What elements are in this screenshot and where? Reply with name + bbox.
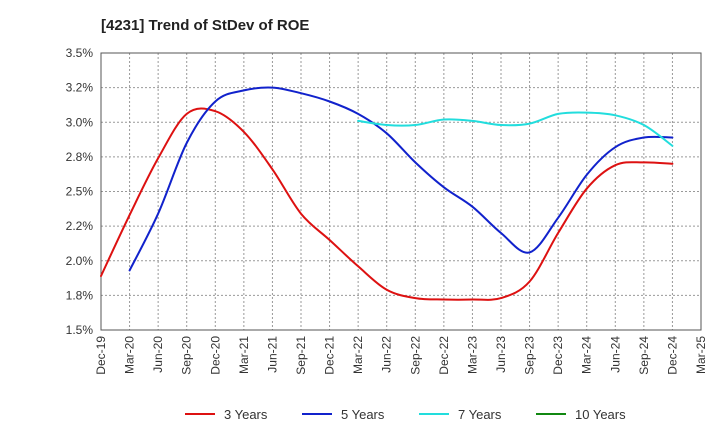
y-tick-label: 3.5% — [66, 46, 94, 60]
x-tick-label: Sep-24 — [637, 336, 651, 375]
x-tick-label: Jun-22 — [380, 336, 394, 373]
series-lines — [100, 86, 674, 301]
x-tick-label: Sep-22 — [408, 336, 422, 375]
x-tick-label: Jun-20 — [151, 336, 165, 373]
x-tick-label: Jun-24 — [608, 336, 622, 373]
x-tick-label: Sep-23 — [523, 336, 537, 375]
y-tick-label: 2.0% — [66, 254, 94, 268]
legend-label-3-years: 3 Years — [224, 407, 268, 422]
x-tick-label: Dec-21 — [323, 336, 337, 375]
legend-label-7-years: 7 Years — [458, 407, 502, 422]
grid — [100, 52, 702, 331]
x-tick-label: Dec-19 — [94, 336, 108, 375]
x-tick-label: Dec-22 — [437, 336, 451, 375]
x-tick-label: Sep-21 — [294, 336, 308, 375]
x-tick-label: Jun-21 — [265, 336, 279, 373]
x-tick-label: Mar-25 — [694, 336, 708, 374]
y-tick-label: 2.5% — [66, 185, 94, 199]
x-tick-label: Mar-21 — [237, 336, 251, 374]
chart-title: [4231] Trend of StDev of ROE — [101, 17, 309, 34]
y-tick-label: 2.2% — [66, 219, 94, 233]
y-tick-label: 1.8% — [66, 288, 94, 302]
legend-label-10-years: 10 Years — [575, 407, 626, 422]
legend-label-5-years: 5 Years — [341, 407, 385, 422]
series-line-7-years — [357, 111, 674, 147]
x-tick-label: Mar-23 — [465, 336, 479, 374]
series-line-3-years — [100, 107, 674, 301]
x-tick-label: Mar-24 — [580, 336, 594, 374]
x-tick-label: Jun-23 — [494, 336, 508, 373]
x-tick-label: Mar-22 — [351, 336, 365, 374]
y-tick-label: 3.0% — [66, 115, 94, 129]
axes: 1.5% 1.8% 2.0% 2.2% 2.5% 2.8% 3.0% 3.2% 3.5% Dec-… — [66, 46, 708, 375]
x-tick-label: Dec-24 — [665, 336, 679, 375]
legend: 3 Years 5 Years 7 Years 10 Years — [185, 407, 626, 422]
y-tick-label: 3.2% — [66, 81, 94, 95]
y-tick-label: 1.5% — [66, 323, 94, 337]
x-tick-label: Dec-20 — [208, 336, 222, 375]
plot-border — [100, 52, 702, 331]
y-tick-label: 2.8% — [66, 150, 94, 164]
x-tick-label: Dec-23 — [551, 336, 565, 375]
x-tick-label: Mar-20 — [123, 336, 137, 374]
series-line-5-years — [128, 86, 674, 272]
x-tick-label: Sep-20 — [180, 336, 194, 375]
